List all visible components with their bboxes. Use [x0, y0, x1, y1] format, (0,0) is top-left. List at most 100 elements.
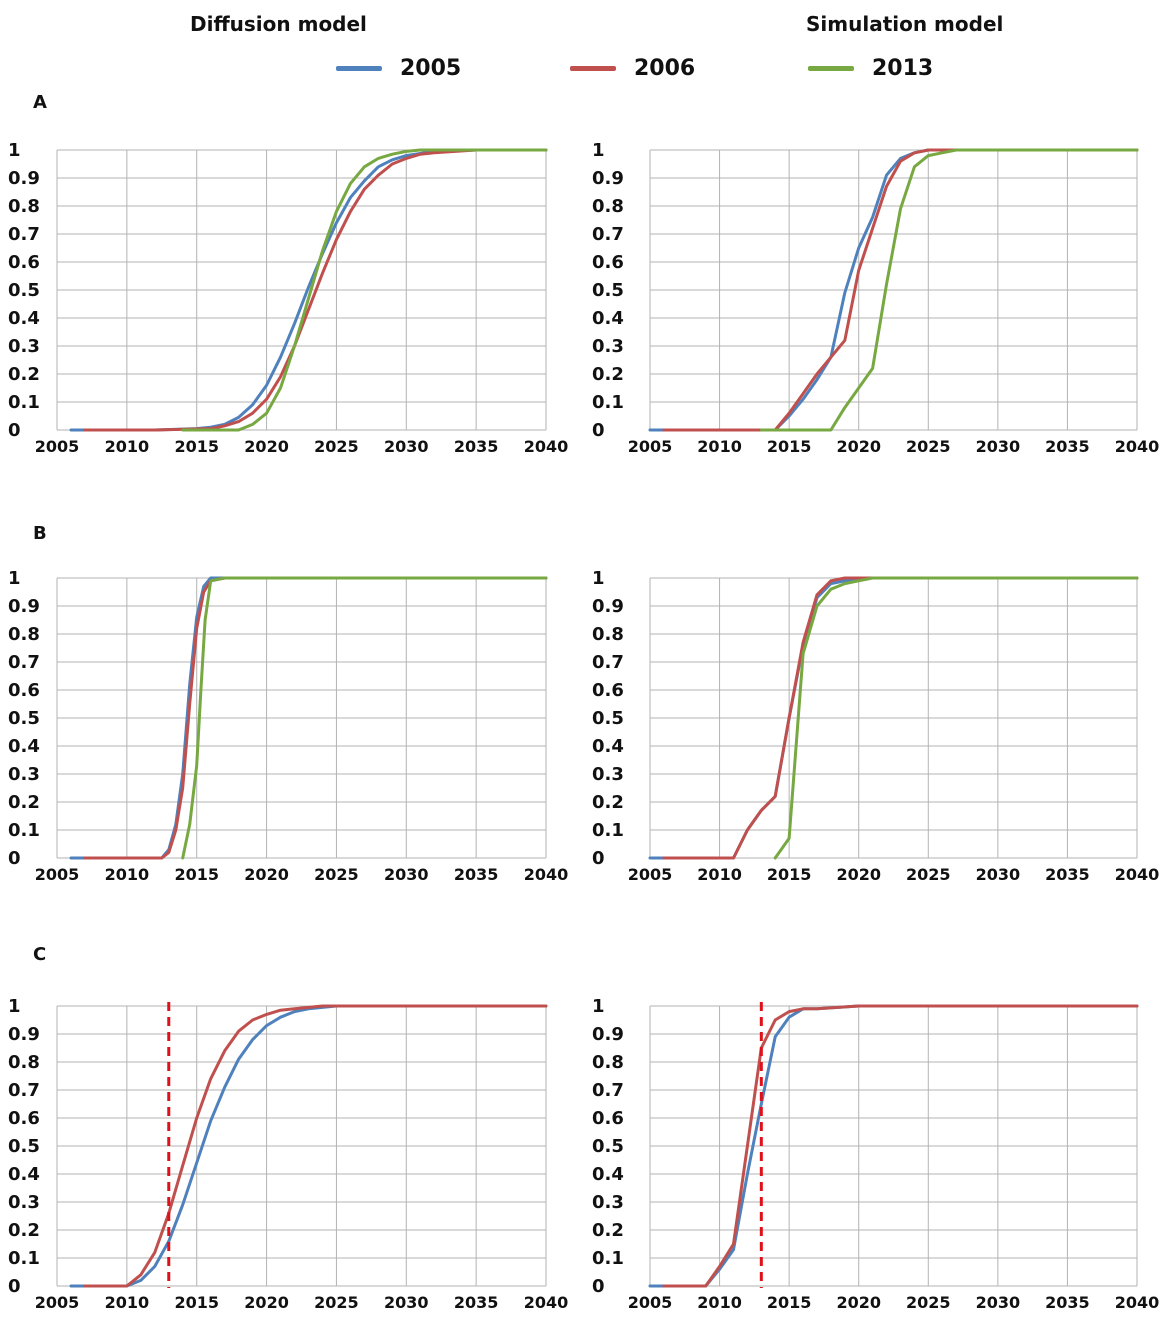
x-tick-label: 2015 — [174, 1293, 219, 1312]
y-tick-label: 0.1 — [592, 392, 624, 413]
y-tick-label: 0.7 — [592, 1080, 624, 1101]
y-tick-label: 0.4 — [8, 1164, 40, 1185]
header-diffusion-model: Diffusion model — [190, 12, 367, 36]
y-tick-label: 0.1 — [592, 820, 624, 841]
x-tick-label: 2010 — [105, 1293, 150, 1312]
series-line-2006 — [83, 148, 548, 432]
series-line-2013 — [181, 148, 548, 432]
y-tick-label: 0.9 — [592, 1024, 624, 1045]
legend-label-2005: 2005 — [400, 56, 462, 81]
chart-c-simulation: 0 0.1 0.2 0.3 0.4 0.5 0.6 0.7 0.8 0.9 1 2005 2010 201… — [592, 996, 1160, 1312]
x-tick-label: 2025 — [906, 437, 951, 456]
legend-swatch-2013 — [808, 66, 854, 71]
x-tick-label: 2030 — [384, 437, 429, 456]
y-tick-label: 1 — [592, 568, 605, 589]
series-line-2006 — [662, 148, 1139, 432]
y-tick-label: 0.5 — [8, 1136, 40, 1157]
y-tick-label: 0.1 — [8, 392, 40, 413]
x-tick-label: 2035 — [1045, 1293, 1090, 1312]
series-line-2013 — [181, 576, 548, 860]
legend-swatch-2005 — [336, 66, 382, 71]
y-tick-label: 1 — [592, 996, 605, 1017]
y-tick-label: 0.8 — [592, 1052, 624, 1073]
x-tick-label: 2030 — [976, 437, 1021, 456]
series-line-2006 — [83, 1004, 548, 1288]
y-tick-label: 1 — [8, 140, 21, 161]
y-tick-label: 0.2 — [8, 1220, 40, 1241]
chart-c-diffusion: 0 0.1 0.2 0.3 0.4 0.5 0.6 0.7 0.8 0.9 1 2005 2010 201… — [8, 996, 568, 1312]
row-label-c: C — [33, 944, 47, 965]
header-simulation-model: Simulation model — [806, 12, 1004, 36]
grid — [56, 1005, 547, 1287]
series-line-2006 — [662, 1004, 1139, 1288]
y-tick-label: 0.3 — [8, 336, 40, 357]
chart-b-diffusion: 0 0.1 0.2 0.3 0.4 0.5 0.6 0.7 0.8 0.9 1 2005 2010 201… — [8, 568, 569, 884]
grid — [56, 577, 547, 859]
y-tick-label: 0.6 — [8, 1108, 40, 1129]
x-tick-label: 2005 — [628, 1293, 673, 1312]
y-tick-label: 1 — [8, 996, 21, 1017]
x-tick-label: 2025 — [314, 865, 359, 884]
y-tick-label: 0.4 — [8, 308, 40, 329]
y-tick-label: 0.2 — [592, 792, 624, 813]
y-tick-label: 1 — [8, 568, 21, 589]
y-tick-label: 0.2 — [8, 792, 40, 813]
x-tick-label: 2030 — [976, 865, 1021, 884]
x-tick-label: 2020 — [244, 1293, 289, 1312]
grid — [649, 577, 1138, 859]
y-tick-label: 0.2 — [8, 364, 40, 385]
x-tick-label: 2010 — [105, 865, 150, 884]
x-tick-label: 2005 — [35, 437, 80, 456]
y-tick-label: 0.8 — [8, 1052, 40, 1073]
chart-a-diffusion: 0 0.1 0.2 0.3 0.4 0.5 0.6 0.7 0.8 0.9 1 2005 2010 201… — [8, 140, 569, 456]
x-tick-label: 2005 — [35, 1293, 80, 1312]
x-tick-label: 2005 — [628, 437, 673, 456]
y-tick-label: 0 — [8, 848, 21, 869]
x-tick-label: 2035 — [454, 865, 499, 884]
y-tick-label: 0.9 — [8, 1024, 40, 1045]
y-tick-label: 0.4 — [592, 1164, 624, 1185]
x-tick-label: 2020 — [244, 437, 289, 456]
x-tick-label: 2010 — [105, 437, 150, 456]
y-tick-label: 0 — [592, 420, 605, 441]
x-tick-label: 2010 — [697, 1293, 742, 1312]
chart-a-simulation: 0 0.1 0.2 0.3 0.4 0.5 0.6 0.7 0.8 0.9 1 2005 2010 201… — [592, 140, 1159, 456]
y-tick-label: 0.5 — [592, 1136, 624, 1157]
x-tick-label: 2020 — [836, 1293, 881, 1312]
x-tick-label: 2040 — [1115, 1293, 1160, 1312]
y-tick-label: 0.7 — [8, 224, 40, 245]
x-tick-label: 2010 — [697, 865, 742, 884]
y-tick-label: 0 — [592, 848, 605, 869]
x-tick-label: 2040 — [524, 865, 569, 884]
x-tick-label: 2015 — [174, 865, 219, 884]
y-tick-label: 0.5 — [592, 280, 624, 301]
y-tick-label: 0.8 — [8, 624, 40, 645]
x-tick-label: 2040 — [1115, 865, 1160, 884]
x-tick-label: 2035 — [1045, 437, 1090, 456]
x-tick-label: 2015 — [767, 865, 812, 884]
y-tick-label: 0.4 — [592, 736, 624, 757]
y-tick-label: 0.1 — [592, 1248, 624, 1269]
x-tick-label: 2030 — [384, 1293, 429, 1312]
x-tick-label: 2025 — [314, 437, 359, 456]
x-tick-label: 2020 — [244, 865, 289, 884]
row-label-a: A — [33, 92, 47, 113]
x-tick-label: 2030 — [976, 1293, 1021, 1312]
y-tick-label: 0.1 — [8, 1248, 40, 1269]
y-tick-label: 0.1 — [8, 820, 40, 841]
x-tick-label: 2005 — [628, 865, 673, 884]
y-tick-label: 0.9 — [592, 168, 624, 189]
y-tick-label: 0.7 — [8, 652, 40, 673]
series-line-2013 — [773, 576, 1139, 860]
x-tick-label: 2025 — [906, 1293, 951, 1312]
y-tick-label: 0.5 — [8, 280, 40, 301]
x-tick-label: 2035 — [454, 437, 499, 456]
x-tick-label: 2010 — [697, 437, 742, 456]
y-tick-label: 0.3 — [592, 1192, 624, 1213]
series-line-2006 — [662, 576, 1139, 860]
y-tick-label: 0.3 — [592, 764, 624, 785]
x-tick-label: 2035 — [1045, 865, 1090, 884]
x-tick-label: 2025 — [906, 865, 951, 884]
y-tick-label: 0.6 — [592, 680, 624, 701]
x-tick-label: 2040 — [524, 437, 569, 456]
